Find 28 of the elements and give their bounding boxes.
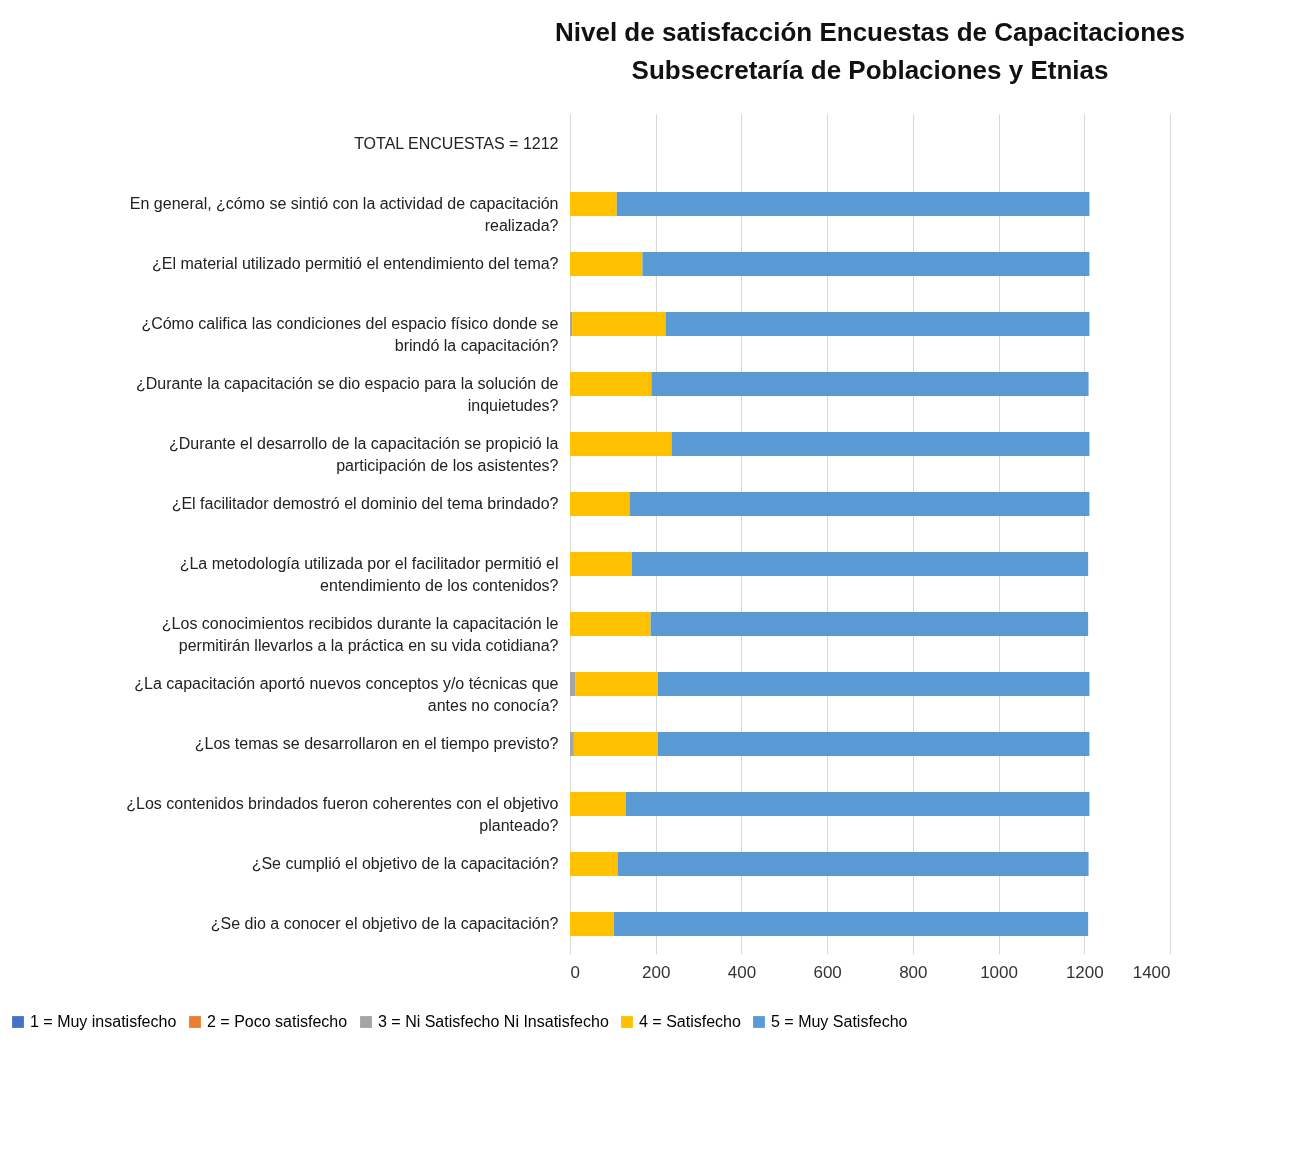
- x-tick-label: 1000: [980, 962, 1018, 982]
- legend-label: 2 = Poco satisfecho: [207, 1013, 348, 1030]
- x-tick-label: 600: [813, 962, 842, 982]
- x-tick-label: 400: [727, 962, 757, 982]
- y-tick-label: ¿La capacitación aportó nuevos conceptos y/o técnicas que antes no conocía?: [134, 675, 559, 714]
- y-tick-label: ¿El facilitador demostró el dominio del tema brindado?: [171, 495, 559, 512]
- y-tick-label: ¿Los contenidos brindados fueron coherentes con el objetivo planteado?: [126, 795, 559, 834]
- y-tick-label: ¿Se cumplió el objetivo de la capacitación?: [251, 855, 559, 872]
- y-tick-label: ¿Los temas se desarrollaron en el tiempo previsto?: [194, 735, 559, 752]
- y-tick-label: ¿La metodología utilizada por el facilitador permitió el entendimiento de los contenidos?: [179, 555, 559, 594]
- y-tick-label: ¿Se dio a conocer el objetivo de la capacitación?: [210, 915, 559, 932]
- x-tick-label: 0: [570, 962, 580, 982]
- y-tick-label: En general, ¿cómo se sintió con la actividad de capacitación realizada?: [129, 195, 559, 234]
- legend-label: 1 = Muy insatisfecho: [30, 1013, 177, 1030]
- y-tick-label: ¿Los conocimientos recibidos durante la capacitación le permitirán llevarlos a la práctica en su vida cotidiana?: [161, 615, 559, 654]
- y-tick-label: ¿Cómo califica las condiciones del espacio físico donde se brindó la capacitación?: [141, 315, 559, 354]
- legend-label: 4 = Satisfecho: [639, 1013, 741, 1030]
- x-tick-label: 1400: [1132, 962, 1171, 982]
- legend-label: 5 = Muy Satisfecho: [771, 1013, 908, 1030]
- legend-label: 3 = Ni Satisfecho Ni Insatisfecho: [378, 1013, 609, 1030]
- y-tick-label: ¿El material utilizado permitió el entendimiento del tema?: [152, 255, 559, 272]
- chart-title: Nivel de satisfacción Encuestas de Capacitaciones Subsecretaría de Poblaciones y Etnias: [554, 17, 1186, 85]
- x-tick-label: 1200: [1065, 962, 1104, 982]
- y-tick-label: ¿Durante el desarrollo de la capacitación se propició la participación de los asistentes?: [168, 435, 559, 474]
- x-tick-label: 800: [899, 962, 928, 982]
- x-tick-label: 200: [642, 962, 671, 982]
- y-tick-label: TOTAL ENCUESTAS = 1212: [354, 135, 559, 152]
- y-tick-label: ¿Durante la capacitación se dio espacio para la solución de inquietudes?: [136, 375, 559, 414]
